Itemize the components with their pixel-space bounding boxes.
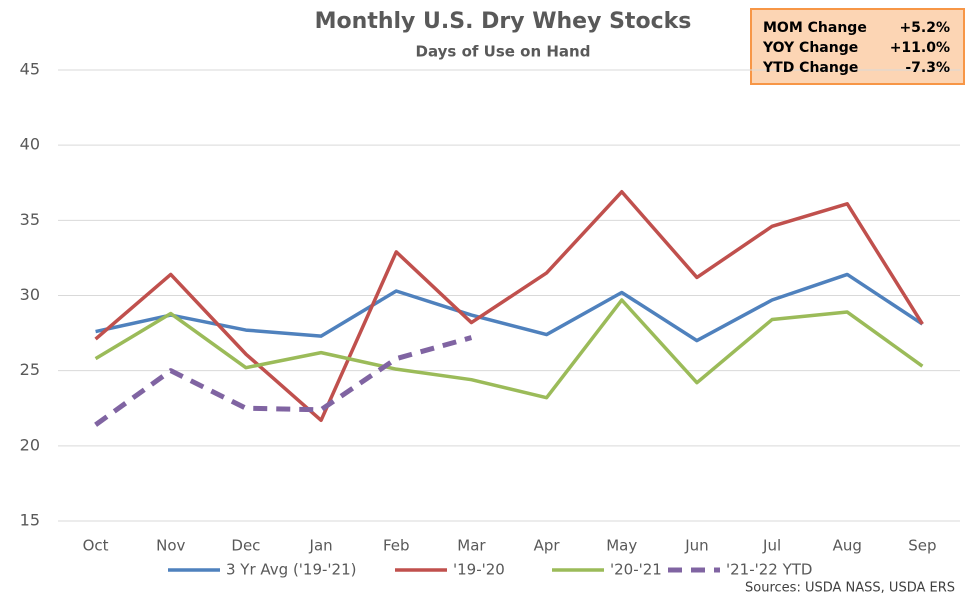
summary-label: YOY Change <box>762 40 858 56</box>
x-tick-label: Mar <box>457 537 486 555</box>
chart-title: Monthly U.S. Dry Whey Stocks <box>315 9 692 34</box>
x-tick-label: Dec <box>231 537 260 555</box>
y-tick-label: 20 <box>20 435 40 454</box>
x-tick-label: Jun <box>684 537 708 555</box>
series-line <box>94 298 924 400</box>
summary-value: +5.2% <box>899 20 950 36</box>
y-tick-label: 40 <box>20 135 40 154</box>
summary-label: YTD Change <box>762 60 858 76</box>
x-tick-label: Nov <box>156 537 185 555</box>
x-tick-label: Oct <box>83 537 109 555</box>
summary-value: -7.3% <box>905 60 950 76</box>
legend-label: '21-'22 YTD <box>726 561 812 579</box>
source: Sources: USDA NASS, USDA ERS <box>745 581 955 596</box>
y-tick-label: 30 <box>20 285 40 304</box>
x-tick-label: Jul <box>762 537 781 555</box>
x-tick-label: Aug <box>833 537 862 555</box>
summary-box <box>750 8 965 85</box>
legend-label: '19-'20 <box>453 561 505 579</box>
y-tick-label: 25 <box>20 360 40 379</box>
legend-label: '20-'21 <box>610 561 662 579</box>
chart-subtitle: Days of Use on Hand <box>416 43 591 61</box>
y-tick-label: 15 <box>20 511 40 530</box>
summary-label: MOM Change <box>763 20 867 36</box>
x-tick-label: Feb <box>383 537 410 555</box>
x-tick-label: Jan <box>309 537 333 555</box>
series-line <box>94 335 473 427</box>
x-tick-label: May <box>606 537 637 555</box>
series-line <box>94 190 924 423</box>
summary-value: +11.0% <box>890 40 950 56</box>
legend-label: 3 Yr Avg ('19-'21) <box>226 561 357 579</box>
y-tick-label: 35 <box>20 210 40 229</box>
x-tick-label: Apr <box>534 537 561 555</box>
x-tick-label: Sep <box>908 537 936 555</box>
series-line <box>95 272 924 343</box>
y-tick-label: 45 <box>20 60 40 79</box>
